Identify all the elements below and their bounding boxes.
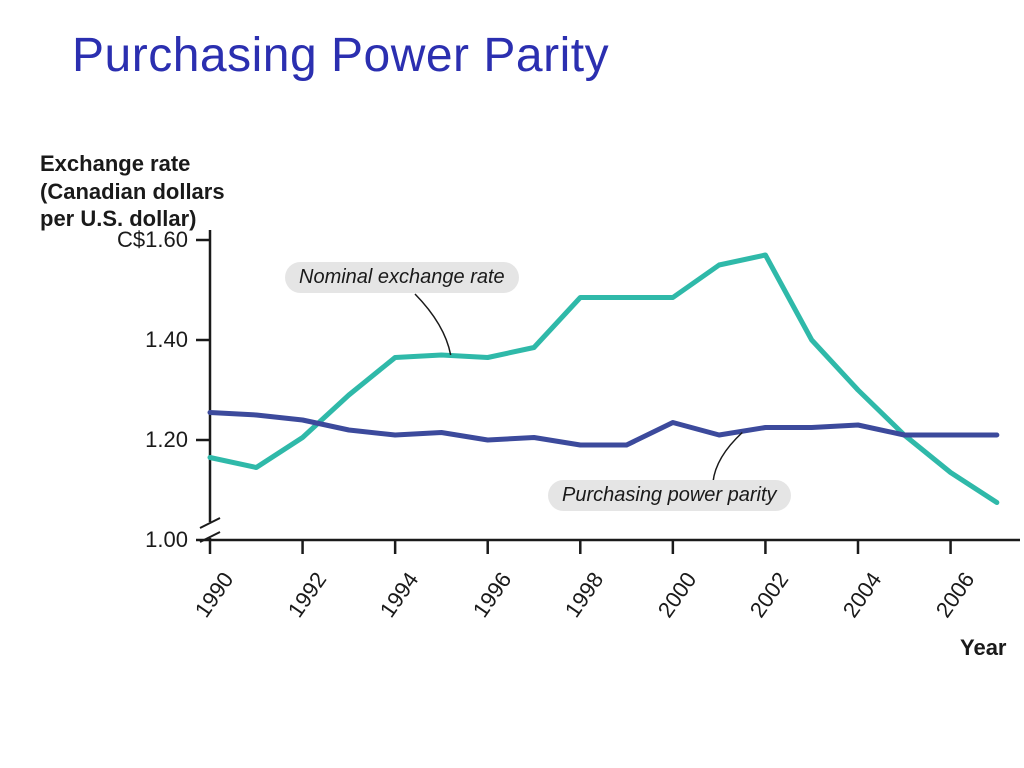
annotation-pointer bbox=[713, 433, 742, 483]
page-title: Purchasing Power Parity bbox=[72, 28, 609, 83]
annotation-label-ppp: Purchasing power parity bbox=[548, 480, 791, 511]
y-tick-label: 1.00 bbox=[145, 527, 188, 553]
annotation-label-nominal: Nominal exchange rate bbox=[285, 262, 519, 293]
x-axis-title: Year bbox=[960, 635, 1007, 661]
y-tick-label: C$1.60 bbox=[117, 227, 188, 253]
exchange-rate-chart: Exchange rate(Canadian dollarsper U.S. d… bbox=[0, 150, 1024, 730]
annotation-pointer bbox=[415, 294, 451, 355]
y-tick-label: 1.40 bbox=[145, 327, 188, 353]
y-tick-label: 1.20 bbox=[145, 427, 188, 453]
